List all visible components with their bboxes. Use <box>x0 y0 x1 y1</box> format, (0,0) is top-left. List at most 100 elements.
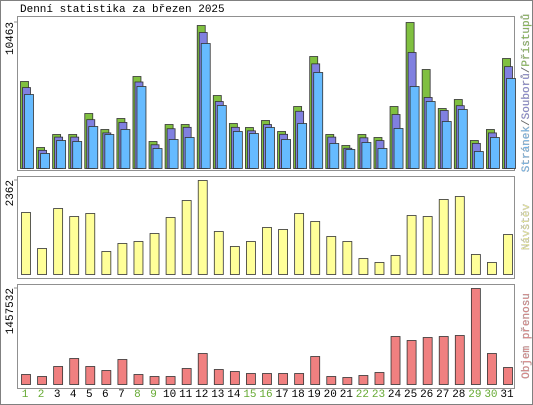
bar <box>326 376 337 385</box>
bar <box>503 234 513 275</box>
bar <box>136 86 147 169</box>
x-tick-label: 25 <box>404 389 417 401</box>
bar <box>329 143 340 169</box>
bar <box>294 373 305 385</box>
bar <box>101 370 112 385</box>
bar <box>213 231 224 275</box>
bar <box>262 373 272 385</box>
bar <box>69 216 80 275</box>
bar <box>53 208 64 275</box>
y-tick-label: 2362 <box>5 180 17 206</box>
bar <box>181 368 192 385</box>
bar <box>361 142 372 169</box>
x-tick-label: 14 <box>227 389 241 401</box>
x-tick-label: 12 <box>195 389 208 401</box>
bar <box>104 134 115 169</box>
bar <box>246 373 256 385</box>
bar <box>454 196 465 275</box>
bar <box>133 241 144 275</box>
bar <box>21 374 31 385</box>
legend-entry: Objem přenosu <box>521 293 533 379</box>
legend: Návštěv <box>521 204 533 251</box>
legend-entry: Návštěv <box>521 204 533 251</box>
bar <box>21 212 31 275</box>
bar <box>406 215 417 275</box>
bar <box>246 241 256 275</box>
bar <box>69 358 80 385</box>
legend-entry: Stránek <box>521 126 533 173</box>
bar <box>85 213 96 275</box>
bar <box>457 109 468 169</box>
bar <box>310 356 321 385</box>
x-tick-label: 19 <box>308 389 321 401</box>
bar <box>409 86 420 169</box>
x-tick-label: 5 <box>86 389 93 401</box>
bar <box>278 373 288 385</box>
x-tick-label: 6 <box>102 389 109 401</box>
x-tick-label: 22 <box>356 389 369 401</box>
bar <box>490 137 500 169</box>
x-tick-label: 10 <box>163 389 176 401</box>
bar <box>56 140 67 169</box>
x-tick-label: 15 <box>243 389 256 401</box>
bar <box>197 180 208 275</box>
bar <box>390 255 401 275</box>
bar <box>425 101 436 169</box>
x-tick-label: 11 <box>179 389 193 401</box>
bar <box>265 127 275 169</box>
bar <box>117 359 128 385</box>
bar <box>120 129 131 169</box>
bar <box>197 353 208 385</box>
bar <box>342 377 353 385</box>
x-tick-label: 16 <box>259 389 272 401</box>
bar <box>506 78 516 169</box>
y-tick-label: 1457532 <box>5 288 17 334</box>
bar <box>313 72 324 169</box>
bar <box>281 139 291 169</box>
chart-title: Denní statistika za březen 2025 <box>20 4 225 16</box>
x-tick-label: 23 <box>372 389 385 401</box>
x-tick-label: 18 <box>292 389 305 401</box>
bar <box>393 128 404 169</box>
bar <box>181 200 192 275</box>
x-tick-label: 7 <box>118 389 125 401</box>
x-tick-label: 24 <box>388 389 402 401</box>
x-tick-label: 3 <box>54 389 61 401</box>
legend: Objem přenosu <box>521 293 533 379</box>
x-tick-label: 2 <box>38 389 45 401</box>
bar <box>377 148 388 169</box>
bar <box>326 236 337 275</box>
bar <box>184 137 195 169</box>
bar <box>438 199 449 275</box>
bar <box>358 258 369 275</box>
bar <box>101 251 112 275</box>
bar <box>133 374 144 385</box>
bar <box>40 153 50 169</box>
y-tick-label: 10463 <box>5 22 17 55</box>
bar <box>487 353 497 385</box>
bar <box>390 336 401 385</box>
bar <box>470 254 481 275</box>
bar <box>503 367 513 385</box>
bar <box>216 105 227 169</box>
x-tick-label: 20 <box>324 389 337 401</box>
x-tick-label: 30 <box>484 389 497 401</box>
bar <box>117 243 128 275</box>
bar <box>487 262 497 275</box>
bar <box>165 376 176 385</box>
x-tick-label: 9 <box>150 389 157 401</box>
bar <box>438 336 449 385</box>
bar <box>229 246 240 275</box>
bar <box>374 262 385 275</box>
bar <box>165 217 176 275</box>
legend-entry: Přístupů <box>520 14 533 67</box>
bar <box>213 369 224 385</box>
legend-separator: / <box>521 119 533 126</box>
bar <box>168 139 179 169</box>
x-tick-label: 13 <box>211 389 224 401</box>
bar <box>53 366 64 385</box>
bar <box>72 141 83 169</box>
legend: Stránek/Souborů/Přístupů <box>520 14 533 172</box>
bar <box>358 375 369 385</box>
